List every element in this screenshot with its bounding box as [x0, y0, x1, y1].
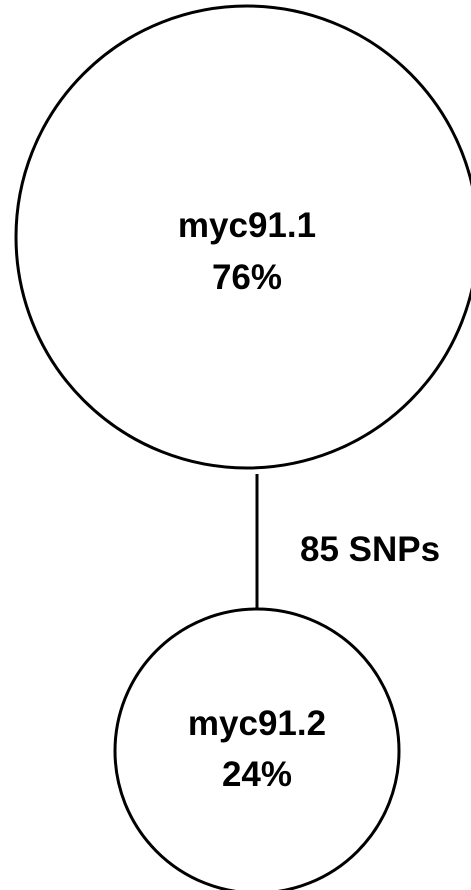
- edge-label-snps: 85 SNPs: [300, 530, 440, 569]
- node-label-myc91-1: myc91.1: [178, 206, 316, 245]
- node-percent-myc91-1: 76%: [212, 258, 282, 297]
- node-percent-myc91-2: 24%: [222, 755, 292, 794]
- node-myc91-2: myc91.2 24%: [113, 607, 401, 890]
- node-circle-myc91-1: [14, 4, 471, 470]
- node-circle-myc91-2: [113, 607, 401, 890]
- node-myc91-1: myc91.1 76%: [14, 4, 471, 470]
- node-label-myc91-2: myc91.2: [188, 704, 326, 743]
